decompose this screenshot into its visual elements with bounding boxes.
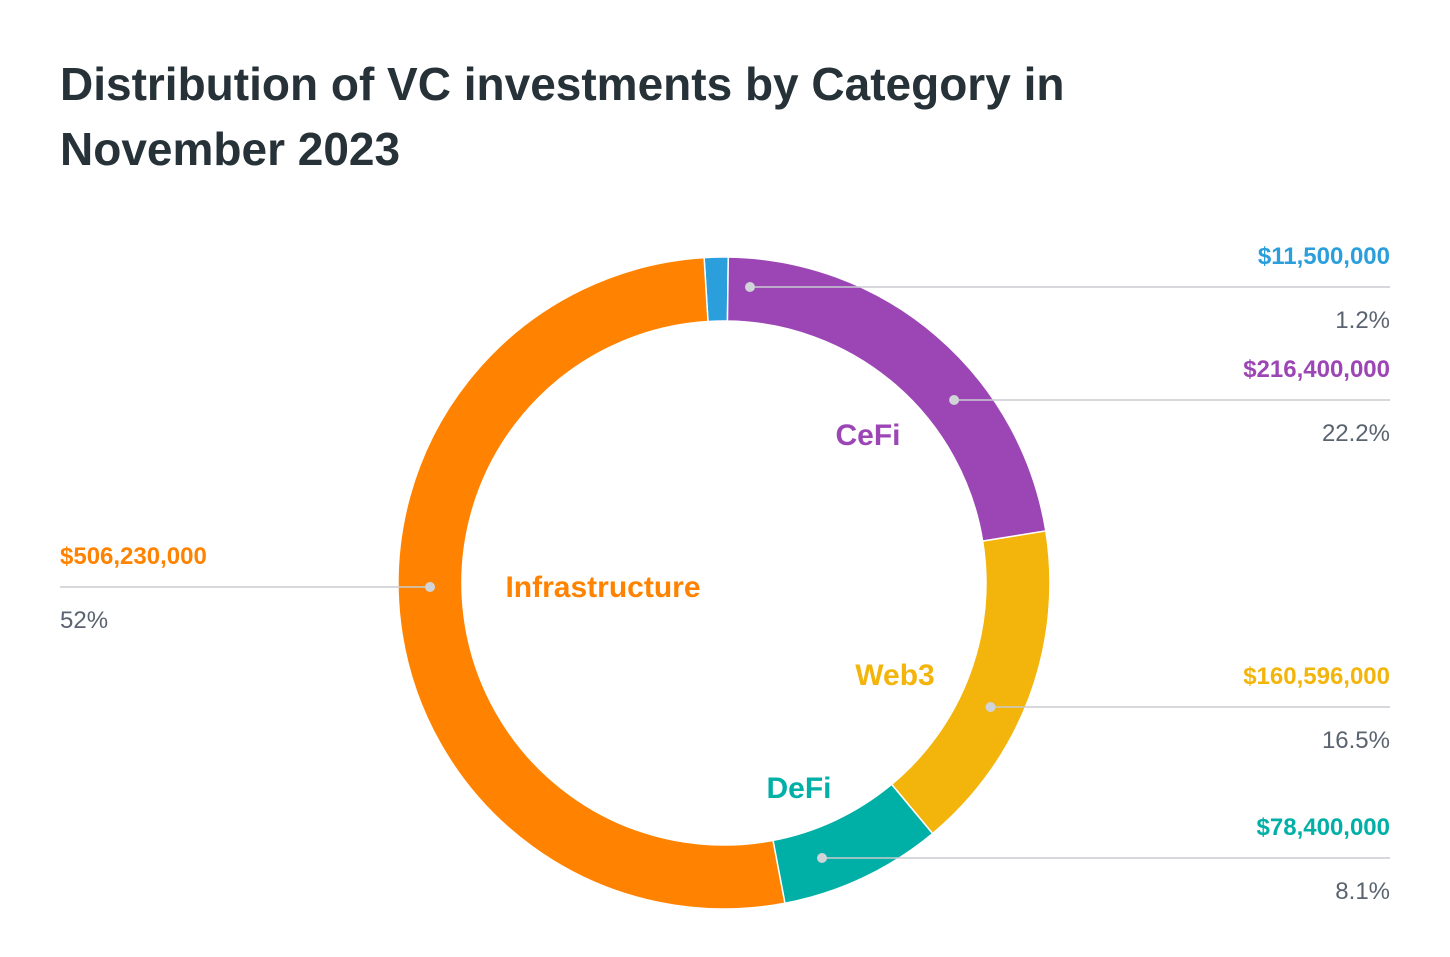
segment-label-infrastructure: Infrastructure bbox=[505, 571, 700, 604]
leader-dot-cefi bbox=[949, 395, 960, 405]
segment-label-defi: DeFi bbox=[766, 772, 831, 805]
leader-dot-infrastructure bbox=[425, 582, 436, 592]
percent-label-other: 1.2% bbox=[1335, 307, 1390, 334]
segment-label-cefi: CeFi bbox=[835, 419, 900, 452]
percent-label-infrastructure: 52% bbox=[60, 607, 108, 634]
segment-infrastructure bbox=[397, 256, 786, 910]
leader-dot-other bbox=[745, 282, 755, 292]
value-label-web3: $160,596,000 bbox=[1243, 663, 1390, 690]
leader-dot-defi bbox=[817, 853, 827, 863]
value-label-defi: $78,400,000 bbox=[1257, 814, 1390, 841]
value-label-infrastructure: $506,230,000 bbox=[60, 543, 207, 570]
percent-label-web3: 16.5% bbox=[1322, 727, 1390, 754]
percent-label-cefi: 22.2% bbox=[1322, 420, 1390, 447]
percent-label-defi: 8.1% bbox=[1335, 878, 1390, 905]
donut-annotations: $11,500,000 1.2% $216,400,000 22.2% CeFi $160… bbox=[60, 243, 1390, 905]
segment-cefi bbox=[726, 256, 1047, 543]
value-label-other: $11,500,000 bbox=[1258, 243, 1390, 270]
donut-segments bbox=[397, 256, 1051, 910]
segment-label-web3: Web3 bbox=[855, 659, 934, 692]
chart-title: Distribution of VC investments by Catego… bbox=[60, 58, 1065, 175]
value-label-cefi: $216,400,000 bbox=[1243, 356, 1390, 383]
leader-dot-web3 bbox=[985, 702, 996, 712]
